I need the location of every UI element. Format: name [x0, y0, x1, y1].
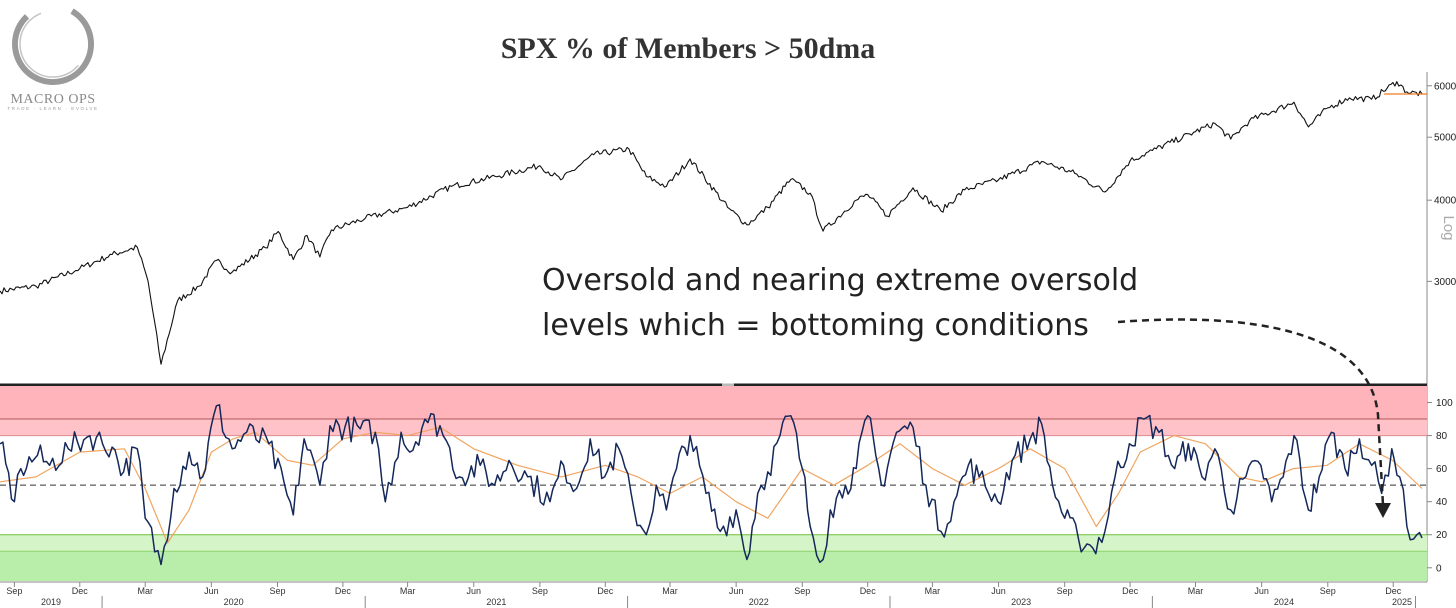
month-label: Sep	[794, 586, 810, 596]
price-tick-label: 6000	[1434, 81, 1456, 92]
breadth-tick-label: 60	[1436, 464, 1448, 475]
moving-average-line	[0, 426, 1423, 544]
logo-brand: MACRO OPS	[10, 92, 95, 107]
year-label: 2025	[1392, 597, 1412, 607]
threshold-band	[0, 551, 1427, 581]
breadth-tick-label: 80	[1436, 431, 1448, 442]
price-y-axis: 3000 4000 5000 6000	[1427, 81, 1456, 288]
oversold-annotation: Oversold and nearing extreme oversold le…	[542, 263, 1391, 518]
price-tick-label: 3000	[1434, 277, 1456, 288]
year-label: 2019	[41, 597, 61, 607]
breadth-tick-label: 0	[1436, 563, 1442, 574]
pct-above-50dma-line	[0, 404, 1423, 566]
month-label: Jun	[729, 586, 744, 596]
month-label: Sep	[1057, 586, 1073, 596]
annotation-dashed-arrow	[1117, 318, 1385, 506]
month-label: Jun	[1254, 586, 1269, 596]
threshold-band	[0, 386, 1427, 420]
breadth-panel: 0 20 40 60 80 100	[0, 386, 1453, 581]
logo-tagline: TRADE · LEARN · EVOLVE	[7, 106, 98, 111]
year-label: 2023	[1011, 597, 1031, 607]
macro-ops-logo: MACRO OPS TRADE · LEARN · EVOLVE	[7, 2, 98, 111]
breadth-y-axis: 0 20 40 60 80 100	[1427, 398, 1453, 574]
year-label: 2024	[1274, 597, 1294, 607]
month-label: Jun	[466, 586, 481, 596]
month-label: Mar	[400, 586, 416, 596]
month-label: Dec	[1122, 586, 1139, 596]
month-label: Mar	[1188, 586, 1204, 596]
time-axis: Sep Dec Mar Jun Sep Dec Mar Jun Sep Dec Mar Jun Sep D…	[0, 581, 1427, 608]
month-label: Sep	[269, 586, 285, 596]
month-label: Mar	[925, 586, 941, 596]
month-label: Dec	[335, 586, 352, 596]
price-tick-label: 4000	[1434, 196, 1456, 207]
year-label: 2021	[486, 597, 506, 607]
month-label: Sep	[532, 586, 548, 596]
month-label: Dec	[860, 586, 877, 596]
month-label: Sep	[1320, 586, 1336, 596]
month-label: Mar	[137, 586, 153, 596]
price-tick-label: 5000	[1434, 133, 1456, 144]
log-scale-label: Log	[1440, 215, 1456, 240]
month-label: Sep	[6, 586, 22, 596]
year-label: 2020	[224, 597, 244, 607]
month-label: Dec	[1385, 586, 1402, 596]
month-label: Jun	[991, 586, 1006, 596]
breadth-tick-label: 20	[1436, 530, 1448, 541]
month-label: Dec	[597, 586, 614, 596]
month-label: Mar	[662, 586, 678, 596]
annotation-line-1: Oversold and nearing extreme oversold	[542, 263, 1138, 298]
arrow-head-icon	[1375, 503, 1391, 518]
month-label: Dec	[72, 586, 89, 596]
year-label: 2022	[749, 597, 769, 607]
chart-title: SPX % of Members > 50dma	[501, 32, 876, 65]
logo-ring-icon	[11, 2, 94, 85]
annotation-line-2: levels which = bottoming conditions	[542, 308, 1089, 343]
logo-inner-ring-icon	[19, 10, 87, 78]
spx-price-panel: 3000 4000 5000 6000 Log	[0, 81, 1456, 365]
breadth-tick-label: 40	[1436, 497, 1448, 508]
breadth-tick-label: 100	[1436, 398, 1453, 409]
threshold-bands	[0, 386, 1427, 581]
month-label: Jun	[204, 586, 219, 596]
spx-price-line	[0, 81, 1423, 365]
